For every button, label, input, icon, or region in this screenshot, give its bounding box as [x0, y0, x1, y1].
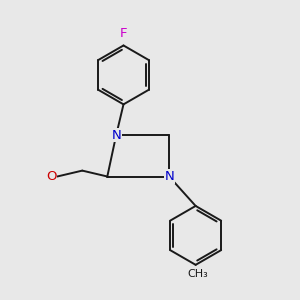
- Text: O: O: [46, 170, 56, 183]
- Text: N: N: [111, 129, 121, 142]
- Text: N: N: [164, 170, 174, 183]
- Text: F: F: [120, 27, 127, 40]
- Text: CH₃: CH₃: [188, 269, 208, 279]
- Text: H: H: [46, 171, 55, 181]
